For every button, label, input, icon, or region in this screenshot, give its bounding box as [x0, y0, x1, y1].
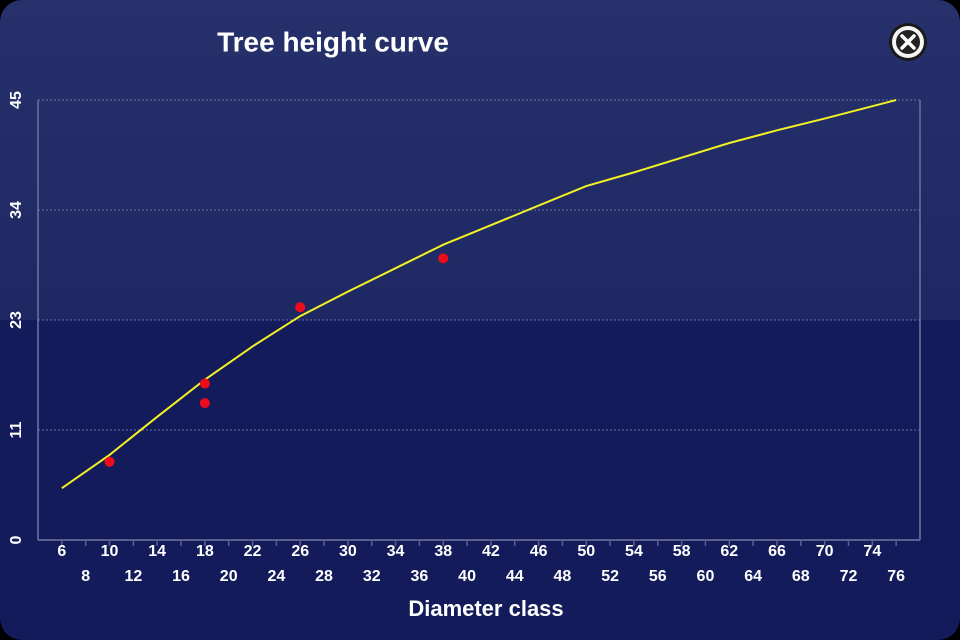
x-tick-label: 36 — [411, 568, 429, 585]
x-tick-label: 76 — [887, 568, 905, 585]
y-tick-label: 23 — [8, 311, 25, 329]
x-tick-label: 30 — [339, 543, 357, 560]
y-tick-label: 45 — [8, 91, 25, 109]
x-tick-label: 66 — [768, 543, 786, 560]
x-tick-label: 22 — [244, 543, 262, 560]
x-tick-label: 20 — [220, 568, 238, 585]
x-tick-label: 58 — [673, 543, 691, 560]
x-tick-label: 64 — [744, 568, 762, 585]
x-tick-label: 12 — [124, 568, 142, 585]
x-tick-label: 26 — [291, 543, 309, 560]
x-tick-label: 32 — [363, 568, 381, 585]
x-tick-label: 56 — [649, 568, 667, 585]
x-tick-label: 52 — [601, 568, 619, 585]
x-tick-label: 48 — [554, 568, 572, 585]
x-tick-label: 24 — [267, 568, 285, 585]
x-tick-label: 40 — [458, 568, 476, 585]
x-tick-label: 46 — [530, 543, 548, 560]
x-tick-label: 28 — [315, 568, 333, 585]
x-tick-label: 60 — [697, 568, 715, 585]
close-button[interactable] — [889, 23, 927, 61]
y-tick-label: 34 — [8, 201, 25, 219]
x-tick-label: 62 — [720, 543, 738, 560]
x-tick-label: 38 — [434, 543, 452, 560]
curve — [61, 99, 897, 489]
x-tick-label: 54 — [625, 543, 643, 560]
x-tick-label: 68 — [792, 568, 810, 585]
x-tick-label: 42 — [482, 543, 500, 560]
x-tick-label: 10 — [101, 543, 119, 560]
x-tick-label: 8 — [81, 568, 90, 585]
x-tick-label: 70 — [816, 543, 834, 560]
x-tick-label: 74 — [863, 543, 881, 560]
y-tick-label: 11 — [8, 421, 25, 438]
x-tick-label: 72 — [840, 568, 858, 585]
x-tick-label: 50 — [577, 543, 595, 560]
x-tick-label: 18 — [196, 543, 214, 560]
point — [199, 398, 210, 409]
x-tick-label: 34 — [387, 543, 405, 560]
x-tick-label: 6 — [57, 543, 66, 560]
point — [199, 378, 210, 389]
x-tick-label: 14 — [148, 543, 166, 560]
point — [438, 253, 449, 264]
chart-title: Tree height curve — [217, 26, 449, 57]
y-tick-label: 0 — [8, 535, 25, 544]
x-tick-label: 16 — [172, 568, 190, 585]
x-axis-label: Diameter class — [408, 596, 563, 621]
point — [104, 456, 115, 467]
point — [295, 302, 306, 313]
x-tick-label: 44 — [506, 568, 524, 585]
